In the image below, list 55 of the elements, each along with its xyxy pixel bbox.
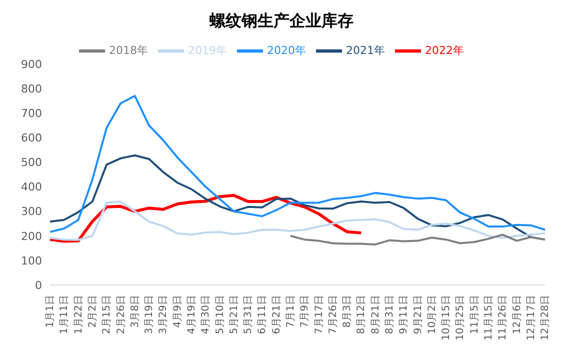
x-tick-label: 11月15日 [484,295,495,340]
y-tick-label: 900 [21,58,42,71]
legend-label: 2020年 [267,44,306,58]
x-tick-label: 5月21日 [228,295,240,334]
line-series [49,200,546,241]
x-tick-label: 2月15日 [102,295,113,334]
x-tick-label: 7月26日 [328,295,339,334]
x-tick-label: 2月26日 [116,295,127,334]
x-tick-label: 4月9日 [172,295,184,328]
y-tick-label: 200 [21,230,42,243]
x-tick-label: 8月31日 [384,295,396,334]
x-tick-label: 11月26日 [498,295,509,340]
x-tick-label: 5月31日 [243,295,254,334]
legend-label: 2019年 [188,44,227,58]
y-tick-label: 100 [21,254,42,268]
line-series [49,94,546,233]
legend-label: 2021年 [346,44,385,58]
x-tick-label: 4月30日 [200,295,212,334]
y-tick-label: 300 [21,205,42,218]
x-tick-label: 7月1日 [286,295,297,328]
legend-label: 2022年 [425,44,464,58]
x-tick-label: 4月19日 [186,295,198,334]
line-series [289,234,546,246]
x-tick-label: 12月17日 [526,295,537,340]
x-tick-label: 7月9日 [300,295,311,328]
x-tick-label: 12月6日 [512,295,523,334]
y-tick-label: 500 [21,156,42,170]
x-tick-label: 5月10日 [214,295,226,334]
x-tick-label: 8月3日 [342,295,354,328]
y-tick-label: 800 [21,82,42,96]
chart-title: 螺纹钢生产企业库存 [208,10,354,32]
x-tick-label: 9月11日 [398,295,410,334]
x-tick-label: 8月12日 [356,295,368,334]
x-tick-label: 12月28日 [540,295,552,340]
x-tick-label: 6月21日 [271,295,282,334]
x-tick-label: 1月11日 [59,295,70,334]
y-tick-label: 0 [35,278,42,292]
x-tick-label: 6月11日 [257,295,268,334]
legend-label: 2018年 [109,44,148,58]
x-tick-label: 1月22日 [73,295,84,334]
x-tick-label: 3月8日 [130,295,141,328]
x-tick-label: 9月21日 [412,295,424,334]
x-tick-label: 8月21日 [370,295,382,334]
x-tick-label: 1月1日 [45,295,56,328]
x-tick-label: 10月25日 [455,295,466,340]
y-tick-label: 400 [21,180,42,194]
x-tick-label: 11月5日 [469,295,480,334]
y-tick-label: 700 [21,107,42,120]
x-tick-label: 7月17日 [314,295,325,334]
x-tick-label: 10月15日 [441,295,452,340]
y-tick-label: 600 [21,132,42,145]
x-tick-label: 3月19日 [144,295,156,334]
x-tick-label: 10月2日 [426,295,438,334]
x-tick-label: 2月2日 [88,295,99,328]
x-tick-label: 3月29日 [158,295,170,334]
